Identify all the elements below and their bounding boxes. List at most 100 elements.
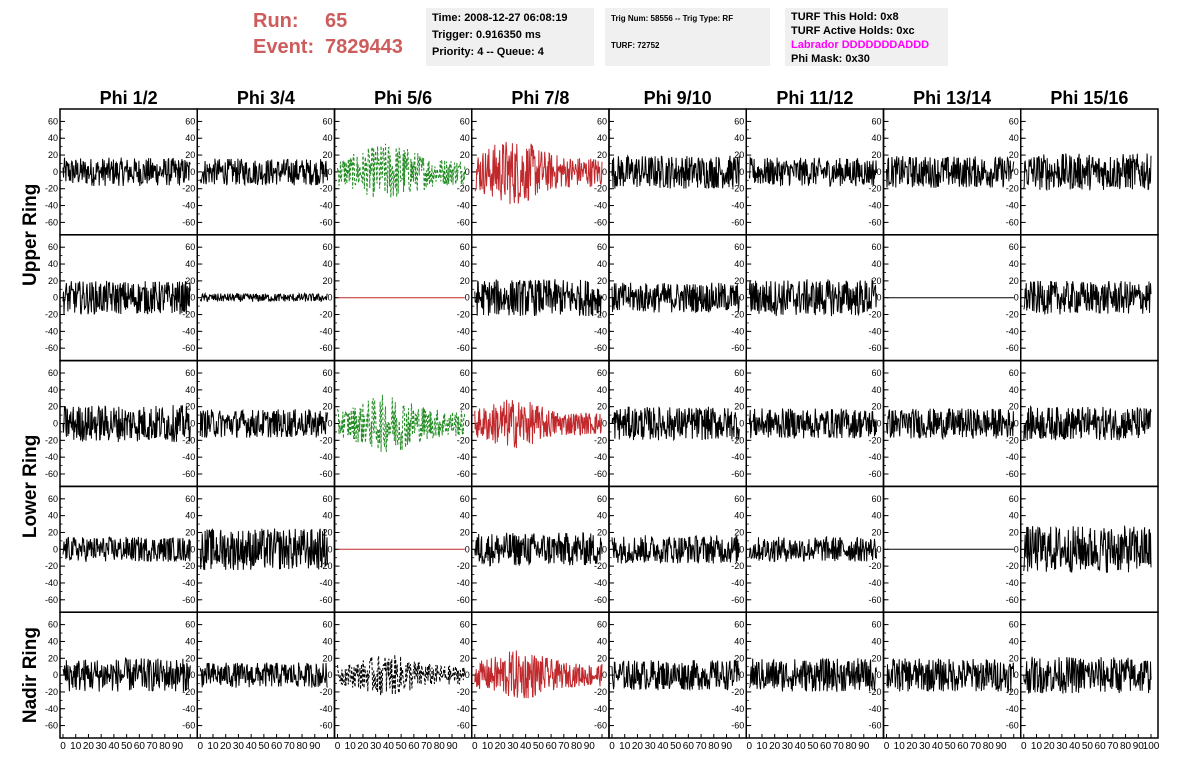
y-tick-label: -60 [319,469,332,479]
y-tick-label: -20 [45,687,58,697]
x-tick-label: 40 [108,741,120,752]
x-tick-label: 30 [233,741,245,752]
event-value: 7829443 [325,36,403,58]
y-tick-label: 20 [734,653,744,663]
y-tick-label: -60 [594,595,607,605]
y-tick-label: 60 [185,494,195,504]
y-tick-label: -60 [457,343,470,353]
y-tick-label: -40 [182,201,195,211]
y-tick-label: 0 [739,544,744,554]
y-tick-label: 60 [185,116,195,126]
x-tick-label: 30 [782,741,794,752]
y-tick-label: 60 [871,620,881,630]
y-tick-label: 20 [1009,276,1019,286]
waveform-trace [886,408,1015,441]
y-tick-label: -20 [1006,435,1019,445]
x-tick-label: 50 [396,741,408,752]
y-tick-label: 20 [1009,527,1019,537]
y-tick-label: -60 [731,343,744,353]
y-tick-label: 0 [53,167,58,177]
x-tick-label: 0 [884,741,890,752]
column-header: Phi 7/8 [511,88,569,108]
waveform-trace [611,154,740,190]
x-tick-label: 80 [983,741,995,752]
x-tick-label: 30 [645,741,657,752]
y-tick-label: 20 [48,402,58,412]
y-tick-label: 60 [48,116,58,126]
y-tick-label: 20 [185,150,195,160]
y-tick-label: 0 [876,419,881,429]
y-tick-label: -20 [594,687,607,697]
waveform-trace [1023,153,1152,192]
waveform-trace [611,660,740,692]
y-tick-label: -20 [182,561,195,571]
y-tick-label: 0 [465,419,470,429]
y-tick-label: 40 [734,133,744,143]
waveform-trace [611,282,740,313]
y-tick-label: 20 [48,276,58,286]
y-tick-label: 40 [322,259,332,269]
y-tick-label: 60 [734,368,744,378]
y-tick-label: -40 [182,704,195,714]
y-tick-label: 0 [327,670,332,680]
y-tick-label: 0 [327,167,332,177]
x-tick-label: 10 [1031,741,1043,752]
y-tick-label: 20 [185,527,195,537]
y-tick-label: 20 [1009,653,1019,663]
y-tick-label: -60 [868,721,881,731]
y-tick-label: -40 [319,704,332,714]
y-tick-label: 0 [53,544,58,554]
x-tick-label: 70 [970,741,982,752]
y-tick-label: 60 [322,116,332,126]
y-tick-label: -60 [319,721,332,731]
y-tick-label: 20 [871,527,881,537]
ring-label: Upper Ring [20,184,41,286]
y-tick-label: -40 [45,704,58,714]
y-tick-label: 0 [327,293,332,303]
column-header: Phi 15/16 [1050,88,1128,108]
waveform-trace [886,658,1015,694]
x-tick-label: 40 [657,741,669,752]
y-tick-label: -40 [594,201,607,211]
y-tick-label: -40 [319,578,332,588]
y-tick-label: 0 [1014,544,1019,554]
trig-info-box: Trig Num: 58556 -- Trig Type: RF TURF: 7… [605,8,770,66]
y-tick-label: 60 [597,620,607,630]
y-tick-label: -60 [182,343,195,353]
y-tick-label: 60 [48,368,58,378]
y-tick-label: -20 [594,310,607,320]
y-tick-label: 60 [48,494,58,504]
y-tick-label: 40 [1009,259,1019,269]
waveform-trace [199,662,328,688]
y-tick-label: 60 [460,116,470,126]
y-tick-label: 60 [1009,620,1019,630]
y-tick-label: 60 [597,116,607,126]
y-tick-label: 40 [322,133,332,143]
y-tick-label: 0 [602,167,607,177]
y-tick-label: 20 [871,276,881,286]
x-tick-label: 50 [1082,741,1094,752]
y-tick-label: -40 [457,704,470,714]
y-tick-label: 0 [602,419,607,429]
waveform-trace [199,408,328,438]
y-tick-label: 40 [322,511,332,521]
phi-mask-text: Phi Mask: 0x30 [791,53,870,65]
x-tick-label: 60 [134,741,146,752]
y-tick-label: -20 [457,687,470,697]
y-tick-label: 0 [739,293,744,303]
y-tick-label: -20 [182,687,195,697]
x-tick-label: 90 [172,741,184,752]
y-tick-label: 40 [871,259,881,269]
y-tick-label: -20 [1006,687,1019,697]
waveform-trace [611,535,740,564]
x-tick-label: 60 [271,741,283,752]
y-tick-label: 0 [739,167,744,177]
y-tick-label: 40 [48,259,58,269]
y-tick-label: 40 [1009,511,1019,521]
panel-frame [59,611,198,739]
y-tick-label: 20 [460,653,470,663]
y-tick-label: 0 [1014,167,1019,177]
y-tick-label: 40 [871,133,881,143]
x-tick-label: 30 [919,741,931,752]
